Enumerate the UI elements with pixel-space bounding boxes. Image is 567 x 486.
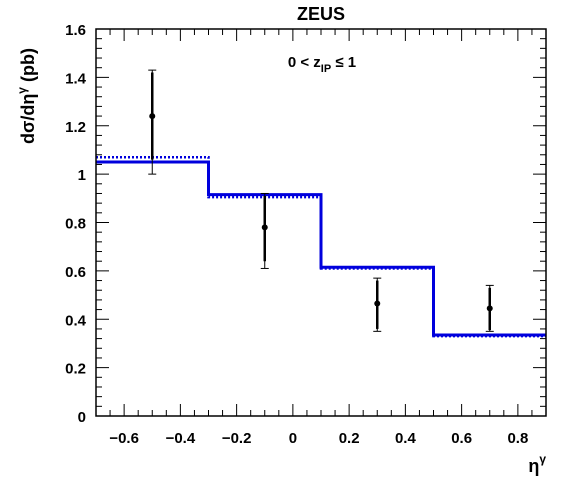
y-axis-label: dσ/dηγ (pb) (15, 48, 38, 144)
theory-series (96, 155, 546, 338)
ylabel-sup: γ (15, 87, 29, 94)
annotation-tail: ≤ 1 (331, 54, 356, 71)
series-line-dotted (96, 155, 546, 338)
annotation-main: 0 < z (288, 54, 321, 71)
y-tick-label: 0.8 (65, 216, 86, 233)
x-tick-label: −0.2 (222, 430, 252, 447)
data-marker (261, 224, 268, 231)
x-tick-label: −0.6 (109, 430, 139, 447)
series-line-solid (96, 160, 546, 337)
x-tick-label: 0 (289, 430, 297, 447)
y-tick-label: 0.4 (65, 312, 87, 329)
x-tick-label: 0.2 (339, 430, 360, 447)
axes: −0.6 −0.4 −0.2 0 0.2 0.4 0.6 0.8 0 0.2 0.4 0.6 0.8 1 1… (65, 22, 547, 447)
y-tick-label: 0 (78, 409, 86, 426)
chart-title: ZEUS (297, 4, 345, 24)
x-tick-label: 0.4 (395, 430, 417, 447)
x-tick-label: 0.6 (451, 430, 472, 447)
y-tick-label: 1.6 (65, 22, 86, 39)
data-point-2 (260, 192, 269, 269)
x-axis-label: ηγ (528, 452, 546, 476)
x-tick-label: −0.4 (166, 430, 196, 447)
data-marker (374, 300, 381, 307)
y-tick-label: 1.2 (65, 119, 86, 136)
y-tick-label: 0.6 (65, 264, 86, 281)
y-tick-label: 1 (78, 167, 86, 184)
y-tick-label: 0.2 (65, 361, 86, 378)
data-marker (149, 113, 156, 120)
xlabel-main: η (528, 456, 539, 476)
data-marker (486, 305, 493, 312)
data-point-4 (485, 284, 494, 332)
x-tick-label: 0.8 (507, 430, 528, 447)
chart-annotation: 0 < zIP ≤ 1 (288, 54, 356, 75)
ylabel-tail: (pb) (18, 48, 38, 87)
xlabel-sup: γ (539, 452, 546, 466)
data-point-3 (373, 277, 382, 332)
data-point-1 (148, 69, 157, 175)
annotation-sub: IP (321, 63, 331, 75)
ylabel-main: dσ/dη (18, 94, 38, 144)
y-tick-label: 1.4 (65, 70, 87, 87)
data-points (148, 69, 494, 332)
